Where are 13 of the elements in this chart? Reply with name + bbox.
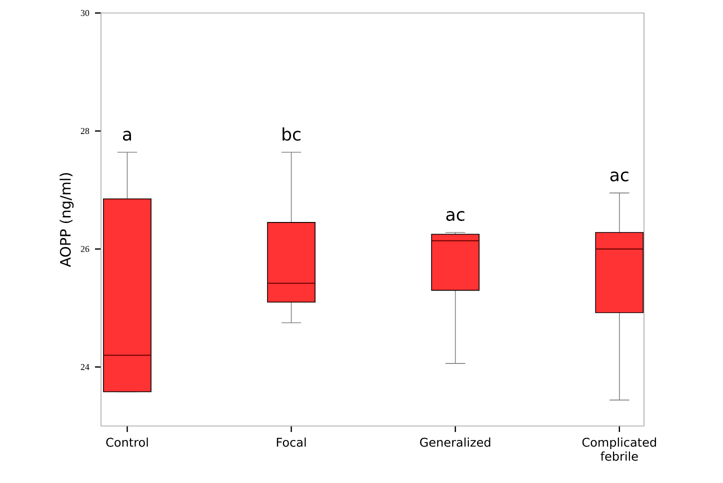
y-tick-label: 24 [80,364,90,370]
x-tick-label: Focal [276,438,306,447]
annotation: a [122,130,131,141]
y-tick-label: 28 [80,128,90,134]
y-axis-title: AOPP (ng/ml) [60,173,74,268]
y-tick-label: 30 [80,10,90,16]
x-tick-label: Complicated febrile [582,438,656,461]
x-tick-label: Generalized [420,438,490,447]
y-tick-label: 26 [80,246,90,252]
x-tick-label: Control [106,438,148,447]
annotation: ac [446,211,464,221]
annotation: ac [610,171,628,182]
annotation: bc [282,127,300,141]
